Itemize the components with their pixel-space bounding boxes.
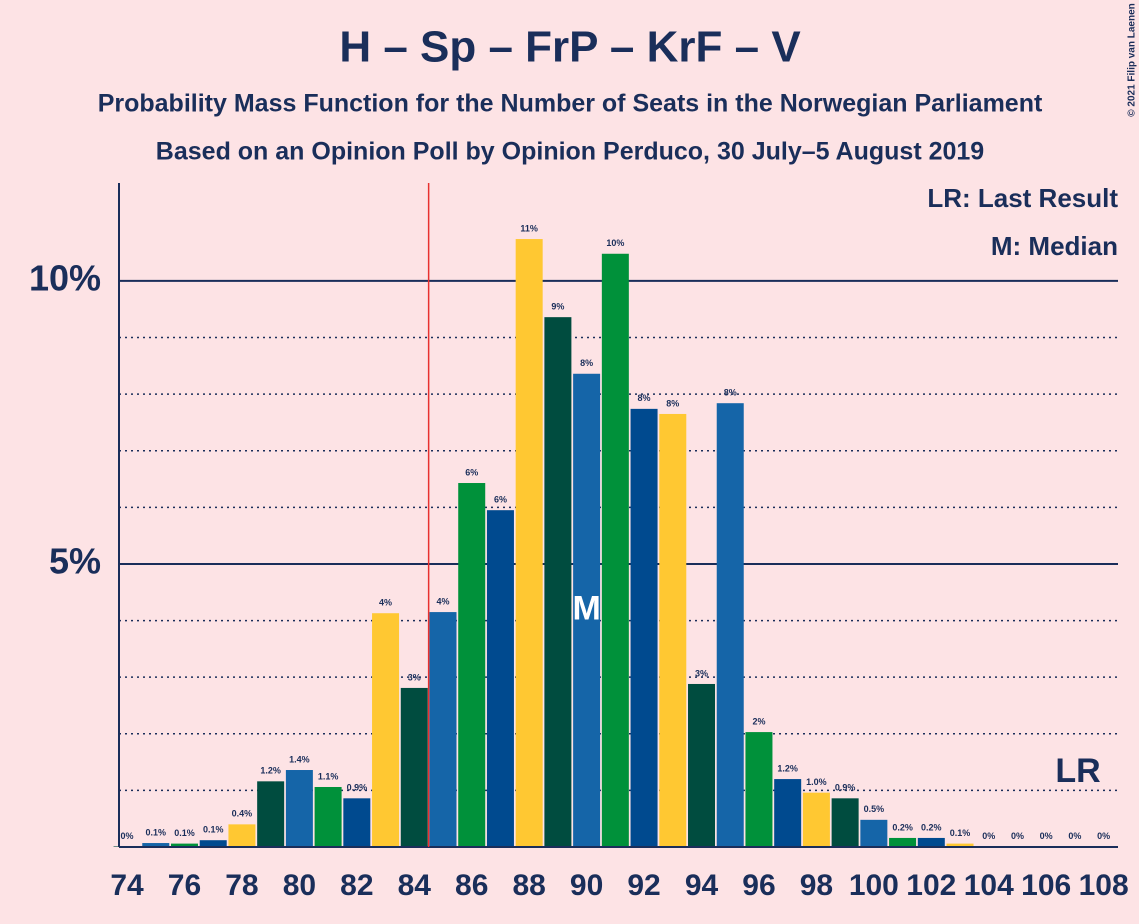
x-tick-label: 80	[283, 869, 316, 902]
data-label: 8%	[638, 393, 651, 403]
bar	[170, 843, 198, 847]
x-tick-label: 102	[906, 869, 956, 902]
x-tick-label: 86	[455, 869, 488, 902]
bar	[544, 317, 572, 847]
bar	[343, 798, 371, 847]
bar	[601, 253, 629, 848]
x-tick-label: 82	[340, 869, 373, 902]
bar	[257, 781, 285, 847]
data-label: 8%	[580, 358, 593, 368]
bar	[802, 792, 830, 847]
data-label: 1.1%	[318, 771, 339, 781]
data-label: 0.1%	[174, 828, 195, 838]
data-label: 0%	[1011, 831, 1024, 841]
bar	[400, 687, 428, 847]
data-label: 1.0%	[806, 777, 827, 787]
data-label: 4%	[436, 596, 449, 606]
data-label: 1.2%	[260, 766, 281, 776]
data-label: 0.1%	[203, 825, 224, 835]
bar	[659, 413, 687, 847]
data-label: 0%	[1097, 831, 1110, 841]
chart-title: H – Sp – FrP – KrF – V	[339, 23, 801, 72]
data-label: 0.4%	[232, 809, 253, 819]
data-label: 0%	[1040, 831, 1053, 841]
legend-note: M: Median	[991, 231, 1118, 261]
legend-note: LR: Last Result	[927, 183, 1118, 213]
bar	[285, 770, 313, 847]
x-tick-label: 94	[685, 869, 719, 902]
data-label: 0.9%	[347, 783, 368, 793]
x-tick-label: 100	[849, 869, 899, 902]
chart-subtitle: Probability Mass Function for the Number…	[98, 90, 1043, 118]
data-label: 11%	[520, 223, 538, 233]
data-label: 2%	[752, 716, 765, 726]
data-label: 6%	[494, 495, 507, 505]
data-label: 4%	[379, 598, 392, 608]
x-tick-label: 74	[110, 869, 144, 902]
x-tick-label: 78	[225, 869, 258, 902]
x-tick-label: 90	[570, 869, 603, 902]
x-tick-label: 104	[964, 869, 1014, 902]
data-label: 0.9%	[835, 783, 856, 793]
bar	[946, 843, 974, 847]
data-label: 1.4%	[289, 754, 310, 764]
data-label: 9%	[551, 302, 564, 312]
x-tick-label: 106	[1021, 869, 1071, 902]
data-label: 8%	[724, 388, 737, 398]
bar	[889, 837, 917, 847]
bar	[228, 824, 256, 847]
x-tick-label: 76	[168, 869, 201, 902]
bar	[716, 403, 744, 847]
x-tick-label: 98	[800, 869, 833, 902]
data-label: 6%	[465, 467, 478, 477]
data-label: 0.2%	[921, 822, 942, 832]
bar	[372, 613, 400, 847]
bar	[630, 408, 658, 847]
x-tick-label: 108	[1079, 869, 1129, 902]
y-tick-label: 10%	[29, 257, 101, 298]
data-label: 0%	[1068, 831, 1081, 841]
data-label: 0.5%	[864, 804, 885, 814]
median-marker: M	[572, 589, 600, 627]
bar	[745, 732, 773, 847]
data-label: 0%	[982, 831, 995, 841]
copyright: © 2021 Filip van Laenen	[1127, 3, 1138, 117]
x-tick-label: 84	[398, 869, 432, 902]
data-label: 8%	[666, 398, 679, 408]
bar	[486, 510, 514, 847]
bar	[458, 483, 486, 847]
bar	[831, 798, 859, 847]
data-label: 10%	[606, 238, 624, 248]
x-tick-label: 96	[742, 869, 775, 902]
data-label: 0.1%	[950, 828, 971, 838]
y-tick-label: 5%	[49, 540, 101, 581]
bar	[142, 843, 170, 847]
data-label: 1.2%	[777, 763, 798, 773]
data-label: 3%	[408, 672, 421, 682]
last-result-marker: LR	[1055, 752, 1100, 790]
bar	[774, 779, 802, 847]
bar	[199, 840, 227, 847]
bar	[515, 239, 543, 848]
bar	[860, 819, 888, 847]
data-label: 0.1%	[146, 827, 167, 837]
chart-subtitle: Based on an Opinion Poll by Opinion Perd…	[156, 138, 984, 166]
bar	[314, 786, 342, 847]
bar	[429, 612, 457, 847]
data-label: 0%	[121, 831, 134, 841]
bar	[917, 837, 945, 847]
x-tick-label: 88	[512, 869, 545, 902]
data-label: 3%	[695, 668, 708, 678]
data-label: 0.2%	[892, 822, 913, 832]
x-tick-label: 92	[627, 869, 660, 902]
bar	[688, 683, 716, 847]
bar	[573, 373, 601, 847]
